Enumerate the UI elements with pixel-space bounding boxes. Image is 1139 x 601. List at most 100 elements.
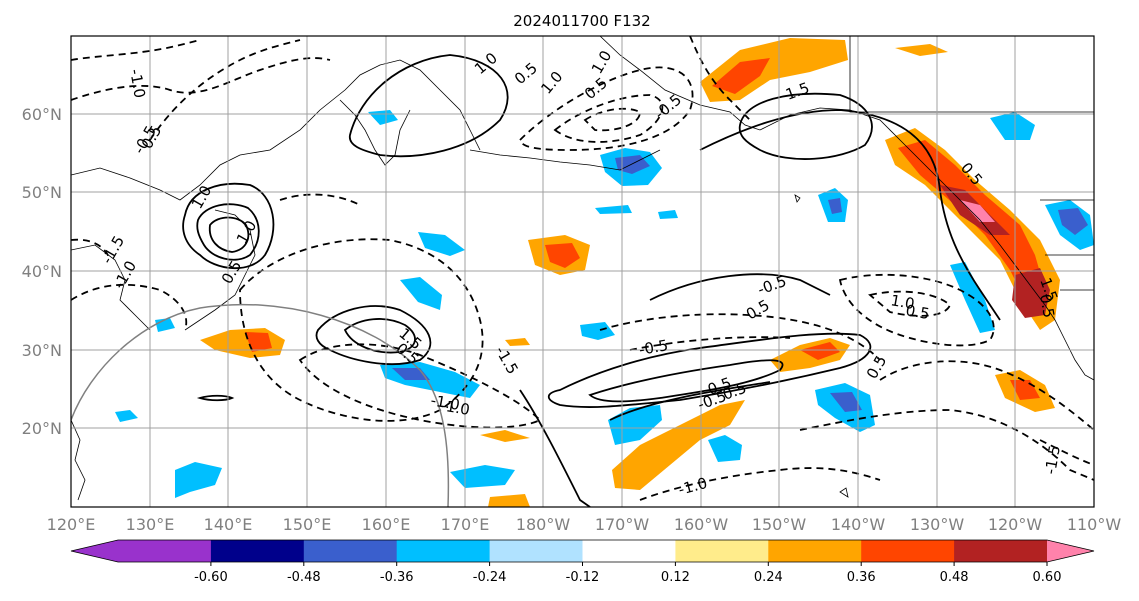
- lon-label: 130°E: [126, 515, 175, 534]
- contour-dash-bering3: [583, 107, 641, 132]
- contour-dash-east2: [868, 290, 952, 317]
- contour-dash-center2: [298, 343, 542, 429]
- contour-mid-pac: [649, 273, 831, 301]
- lon-label: 130°W: [910, 515, 965, 534]
- contour-dash-center: [239, 238, 484, 422]
- contour-dash-nw: [71, 57, 331, 101]
- lon-label: 160°E: [362, 515, 411, 534]
- contour-label: 1.0: [889, 291, 916, 313]
- shade-japan-se2: [400, 277, 442, 310]
- shade-goa-blue: [990, 112, 1035, 140]
- colorbar-label: -0.48: [287, 570, 321, 585]
- shade-japan-se: [418, 232, 465, 256]
- contour-dash-baja3: [1039, 439, 1094, 466]
- shade-hawaii-n-core: [830, 392, 862, 412]
- coast-na-west: [919, 159, 1094, 381]
- lon-label: 160°W: [674, 515, 729, 534]
- lon-label: 120°E: [47, 515, 96, 534]
- colorbar-label: 0.24: [754, 570, 783, 585]
- lat-label: 60°N: [22, 105, 62, 124]
- colorbar-label: 0.60: [1033, 570, 1062, 585]
- shade-sw-blue4: [175, 462, 222, 498]
- lat-label: 20°N: [22, 419, 62, 438]
- shade-small-blue2: [658, 210, 678, 219]
- contour-dash-bering: [519, 66, 694, 151]
- shade-california-core: [1012, 268, 1050, 318]
- lon-label: 120°W: [988, 515, 1043, 534]
- lat-labels: 60°N 50°N 40°N 30°N 20°N: [22, 105, 62, 438]
- shade-bc-coast-peak: [960, 200, 995, 222]
- contour-dash-east: [838, 273, 995, 347]
- colorbar-extend-high: [1047, 540, 1094, 562]
- colorbar-box: [954, 540, 1048, 562]
- colorbar: -0.60 -0.48 -0.36 -0.24 -0.12 0.12 0.24 0.36 0.4…: [70, 539, 1095, 585]
- contour-dash-west2: [71, 238, 111, 261]
- coast-aleutians: [469, 149, 661, 171]
- contour-w-small: [196, 394, 235, 402]
- contour-label: -1.0: [439, 396, 471, 419]
- lat-label: 40°N: [22, 262, 62, 281]
- colorbar-box: [768, 540, 862, 562]
- shade-se-blob-core: [800, 342, 840, 360]
- colorbar-box: [489, 540, 583, 562]
- colorbar-box: [861, 540, 955, 562]
- range-ring: [71, 303, 450, 507]
- coast-na-border: [849, 36, 1094, 113]
- contour-dash-se2: [629, 336, 791, 351]
- shade-small-2: [488, 494, 530, 507]
- lon-label: 140°W: [831, 515, 886, 534]
- contour-dash-japan-e: [279, 193, 361, 206]
- colorbar-label: 0.12: [661, 570, 690, 585]
- shade-bc-coast-core: [898, 140, 1045, 315]
- contour-label: 0.5: [1036, 293, 1058, 320]
- contour-goa-high: [738, 92, 873, 160]
- lon-label: 150°E: [283, 515, 332, 534]
- contour-dash-bering2: [553, 94, 664, 143]
- map-title: 2024011700 F132: [513, 12, 650, 30]
- shade-sw-blue3: [450, 465, 515, 488]
- shade-small-blue4: [115, 410, 138, 422]
- contour-dash-alaska: [689, 36, 751, 121]
- shade-pnw-core: [1058, 208, 1088, 235]
- contour-dash-baja2: [799, 409, 1094, 481]
- coast-philippines: [71, 419, 86, 501]
- graticule: [71, 36, 1094, 507]
- shade-mid-blue-core: [828, 198, 842, 214]
- shade-small-blue1: [595, 205, 632, 214]
- contour-south: [519, 389, 591, 507]
- coast-korea: [71, 244, 151, 331]
- colorbar-extend-low: [71, 540, 118, 562]
- colorbar-box: [210, 540, 305, 562]
- colorbar-box: [396, 540, 491, 562]
- contour-kuril-high: [315, 305, 432, 366]
- shade-sw-blue2: [708, 435, 742, 462]
- coast-hawaii: [794, 194, 849, 498]
- shade-midpac-core: [545, 243, 580, 268]
- contour-japan-high2: [196, 203, 260, 261]
- contours: [71, 36, 1094, 507]
- lon-label: 170°W: [595, 515, 650, 534]
- contour-aleutian-high: [348, 54, 509, 158]
- lon-label: 140°E: [204, 515, 253, 534]
- colorbar-box: [303, 540, 398, 562]
- colorbar-outline: [70, 539, 1095, 563]
- contour-japan-high: [182, 182, 275, 270]
- lat-label: 50°N: [22, 183, 62, 202]
- shade-center-blue: [580, 322, 615, 340]
- coastlines: [71, 36, 1094, 501]
- shaded-fields: [115, 38, 1094, 507]
- lon-label: 110°W: [1067, 515, 1122, 534]
- contour-kuril-high2: [343, 318, 416, 354]
- colorbar-label: 0.36: [847, 570, 876, 585]
- contour-dash-nw3: [149, 39, 301, 141]
- coast-us-states: [1040, 199, 1094, 291]
- colorbar-box: [582, 540, 676, 562]
- shade-w-subtrop-core: [245, 332, 272, 352]
- shade-small-3: [505, 338, 530, 346]
- contour-dash-sw: [639, 467, 881, 501]
- colorbar-box: [118, 540, 212, 562]
- contour-label: -1.0: [429, 391, 461, 414]
- map-border: [70, 35, 1095, 508]
- shade-gulf-alaska-core: [712, 58, 770, 94]
